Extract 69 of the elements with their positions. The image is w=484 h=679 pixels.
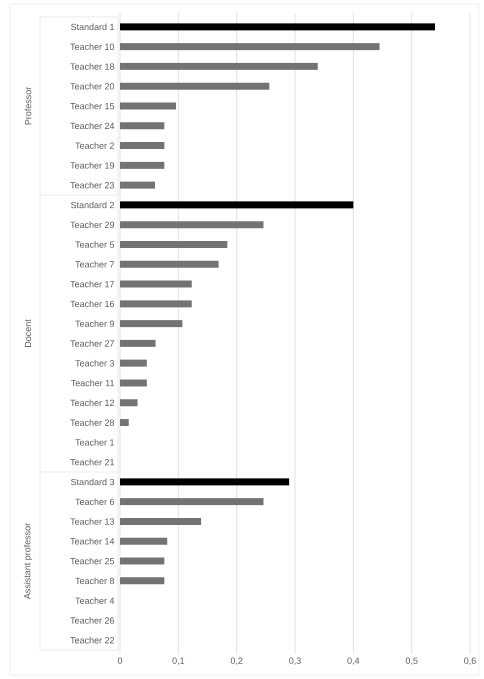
y-tick-label: Teacher 6 [75,498,114,505]
bar [120,538,168,545]
bar [120,23,435,30]
y-tick-label: Teacher 13 [70,518,114,525]
bar [120,280,192,288]
bar [120,478,290,486]
bar [120,82,270,90]
y-tick-label: Teacher 27 [70,340,114,347]
y-tick-label: Teacher 29 [70,221,114,228]
y-tick-label: Teacher 8 [75,578,114,584]
bar [120,260,219,268]
y-tick-label: Teacher 17 [70,280,114,288]
y-tick-label: Standard 2 [71,202,114,208]
x-tick-label: 0,2 [230,658,242,665]
bar [120,62,318,70]
y-tick-label: Teacher 5 [75,241,114,248]
y-tick-label: Teacher 14 [70,538,114,545]
bar [120,300,192,308]
x-tick-label: 0,6 [464,658,476,665]
bar [120,43,380,50]
bar [120,340,156,347]
y-tick-label: Teacher 20 [70,82,114,90]
bar [120,360,147,367]
y-tick-label: Teacher 2 [75,142,114,149]
bar [120,399,138,406]
bar [120,162,164,169]
bar [120,102,176,110]
y-tick-label: Teacher 7 [75,260,114,268]
x-tick-label: 0,1 [172,658,184,665]
text: Assistant professor [24,523,32,600]
x-tick-label: 0,5 [406,658,418,665]
y-tick-label: Standard 3 [71,478,114,486]
y-tick-label: Teacher 24 [70,122,114,130]
y-tick-label: Teacher 23 [70,182,114,188]
y-tick-label: Teacher 21 [70,458,114,466]
bar [120,182,155,189]
y-tick-label: Teacher 22 [70,636,114,644]
bar [120,240,228,248]
bar [120,122,164,130]
bar [120,320,182,328]
y-tick-label: Teacher 16 [70,300,114,308]
y-tick-label: Teacher 12 [70,399,114,406]
x-tick-label: 0 [118,658,122,664]
bar [120,379,147,386]
y-tick-label: Teacher 10 [70,43,114,50]
text: Professor [24,86,32,124]
y-tick-label: Teacher 1 [75,439,114,446]
y-tick-label: Teacher 11 [70,380,114,386]
bar [120,558,164,565]
y-tick-label: Teacher 9 [75,320,114,327]
bar [120,498,264,506]
y-tick-label: Teacher 15 [70,102,114,110]
text: Docent [24,319,32,347]
bar [120,221,264,228]
bar [120,201,354,208]
y-tick-label: Teacher 18 [70,63,114,70]
y-tick-label: Teacher 4 [75,597,114,604]
y-tick-label: Teacher 28 [70,419,114,426]
x-tick-label: 0,3 [289,658,301,665]
bar [120,142,164,150]
x-tick-label: 0,4 [347,658,360,665]
y-tick-label: Teacher 19 [70,162,114,169]
bar [120,518,202,525]
y-tick-label: Standard 1 [71,24,114,30]
y-tick-label: Teacher 25 [70,558,114,564]
bar [120,577,164,584]
y-tick-label: Teacher 26 [70,617,114,624]
y-tick-label: Teacher 3 [75,360,114,366]
bar [120,419,129,426]
